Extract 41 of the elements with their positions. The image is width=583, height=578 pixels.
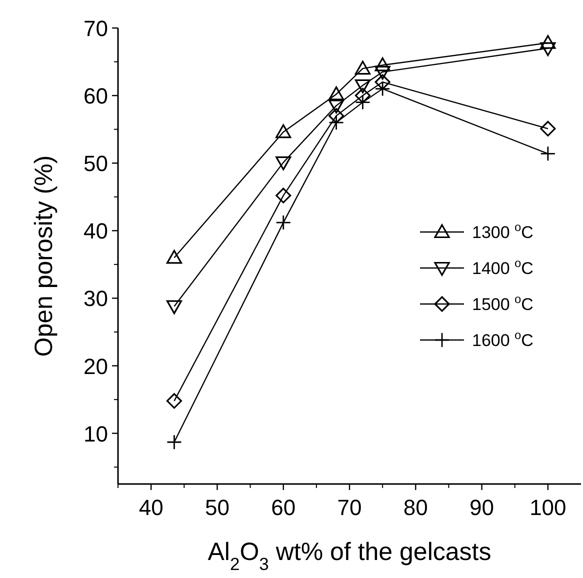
x-tick-label: 80 [403, 495, 428, 520]
point [276, 214, 292, 230]
x-tick-label: 40 [138, 495, 164, 520]
y-tick-label: 30 [84, 286, 108, 312]
point [540, 120, 556, 136]
point [540, 35, 556, 49]
point [374, 66, 390, 80]
y-axis-title: Open porosity (%) [30, 155, 58, 357]
point [374, 57, 390, 72]
x-tick-label: 90 [470, 495, 494, 520]
legend-label: 1500 $^{o}$C [472, 292, 534, 314]
point [540, 42, 556, 56]
y-tick-label: 70 [84, 16, 108, 41]
y-tick-label: 50 [84, 151, 108, 176]
point [354, 60, 371, 75]
point [374, 74, 390, 90]
point [328, 100, 344, 114]
x-tick-label: 50 [204, 495, 230, 520]
point [166, 393, 182, 409]
legend-label: 1300 $^{o}$C [472, 220, 534, 242]
y-tick-label: 60 [84, 84, 108, 109]
point [276, 156, 292, 170]
point [540, 146, 556, 162]
x-tick-label: 60 [271, 495, 296, 520]
y-tick-label: 10 [84, 421, 108, 446]
legend-label: 1600 $^{o}$C [472, 328, 534, 350]
point [328, 86, 344, 100]
point [166, 434, 182, 450]
y-tick-label: 40 [84, 218, 108, 244]
x-tick-label: 70 [337, 495, 362, 520]
point [276, 124, 292, 138]
point [276, 188, 292, 204]
y-tick-label: 20 [84, 354, 108, 379]
x-axis-title: Al$_{2}$O$_{3}$ wt% of the gelcasts [208, 538, 492, 574]
legend-label: 1400 $^{o}$C [472, 256, 534, 278]
point [166, 250, 182, 264]
point [166, 300, 182, 314]
point [328, 108, 344, 124]
x-tick-label: 100 [530, 495, 566, 520]
point [354, 79, 371, 94]
point [354, 88, 371, 104]
